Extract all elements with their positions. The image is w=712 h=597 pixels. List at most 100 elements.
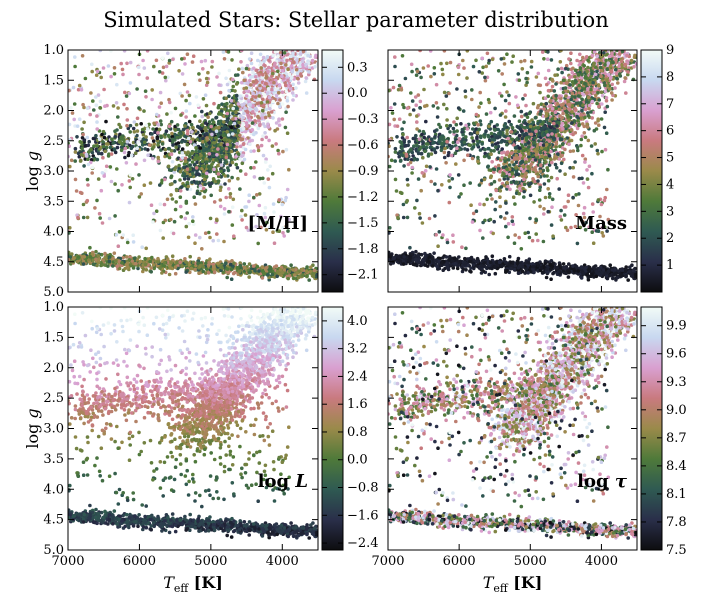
scatter-point (464, 268, 468, 272)
scatter-point (122, 150, 127, 155)
scatter-point (182, 172, 187, 176)
scatter-point (487, 272, 492, 277)
scatter-point (152, 64, 156, 69)
scatter-point (242, 157, 247, 162)
scatter-point (281, 231, 285, 235)
scatter-point (161, 236, 165, 240)
scatter-point (76, 151, 81, 156)
scatter-point (526, 271, 530, 275)
scatter-point (471, 263, 476, 267)
scatter-point (280, 117, 285, 121)
scatter-point (184, 201, 189, 205)
scatter-point (272, 241, 277, 245)
scatter-point (130, 153, 134, 158)
scatter-point (125, 123, 129, 128)
scatter-point (146, 153, 150, 157)
scatter-point (248, 75, 253, 80)
scatter-point (212, 167, 216, 172)
scatter-point (238, 94, 242, 98)
scatter-point (469, 266, 473, 270)
scatter-point (298, 72, 303, 76)
scatter-point (626, 72, 630, 77)
scatter-point (223, 174, 227, 178)
scatter-point (276, 69, 280, 74)
scatter-point (206, 271, 211, 275)
scatter-point (185, 180, 190, 185)
scatter-point (171, 143, 175, 147)
scatter-point (272, 80, 276, 85)
scatter-point (103, 149, 107, 154)
scatter-point (266, 69, 270, 74)
scatter-point (261, 55, 266, 60)
scatter-point (174, 200, 178, 204)
scatter-point (239, 60, 243, 64)
scatter-point (251, 80, 256, 84)
scatter-point (276, 101, 280, 106)
scatter-point (163, 177, 167, 182)
scatter-point (219, 112, 223, 116)
scatter-point (95, 263, 99, 268)
scatter-point (291, 98, 295, 102)
scatter-point (167, 155, 172, 160)
scatter-point (104, 119, 108, 124)
scatter-point (247, 199, 251, 204)
scatter-point (173, 128, 178, 132)
scatter-point (143, 147, 147, 151)
scatter-point (123, 155, 127, 160)
scatter-point (98, 147, 102, 151)
scatter-point (222, 120, 226, 124)
scatter-point (593, 264, 598, 268)
scatter-point (254, 160, 258, 164)
scatter-point (89, 147, 93, 152)
scatter-point (99, 188, 104, 193)
scatter-point (469, 270, 473, 274)
scatter-point (312, 268, 317, 273)
scatter-point (419, 252, 424, 257)
scatter-point (156, 131, 160, 135)
scatter-point (543, 261, 547, 266)
scatter-point (630, 274, 635, 279)
scatter-point (125, 240, 130, 245)
scatter-point (212, 264, 216, 269)
scatter-point (567, 270, 571, 275)
scatter-point (80, 191, 84, 195)
scatter-point (196, 124, 200, 129)
scatter-point (289, 263, 293, 268)
scatter-point (191, 260, 196, 265)
scatter-point (231, 106, 235, 111)
scatter-point (215, 218, 219, 223)
scatter-point (119, 145, 124, 150)
scatter-point (295, 71, 300, 76)
scatter-point (163, 132, 168, 136)
scatter-point (183, 257, 187, 261)
scatter-point (179, 131, 183, 136)
scatter-point (185, 142, 190, 147)
scatter-point (262, 59, 266, 63)
scatter-point (224, 96, 228, 101)
scatter-point (107, 135, 111, 139)
scatter-point (545, 267, 549, 272)
scatter-point (204, 132, 209, 136)
scatter-point (180, 72, 185, 76)
scatter-point (100, 221, 105, 225)
scatter-point (185, 90, 190, 94)
scatter-point (231, 77, 235, 82)
scatter-point (219, 143, 223, 147)
scatter-point (263, 115, 268, 120)
scatter-point (136, 266, 140, 271)
scatter-point (263, 160, 268, 164)
scatter-point (246, 228, 251, 232)
scatter-point (230, 160, 235, 165)
scatter-point (163, 75, 168, 80)
scatter-point (266, 168, 270, 172)
scatter-point (631, 268, 636, 273)
scatter-point (136, 140, 140, 144)
scatter-point (73, 55, 77, 59)
scatter-point (261, 97, 265, 102)
scatter-point (173, 106, 178, 111)
scatter-point (600, 93, 605, 98)
scatter-point (180, 185, 184, 189)
scatter-point (523, 261, 528, 266)
scatter-point (110, 137, 114, 141)
